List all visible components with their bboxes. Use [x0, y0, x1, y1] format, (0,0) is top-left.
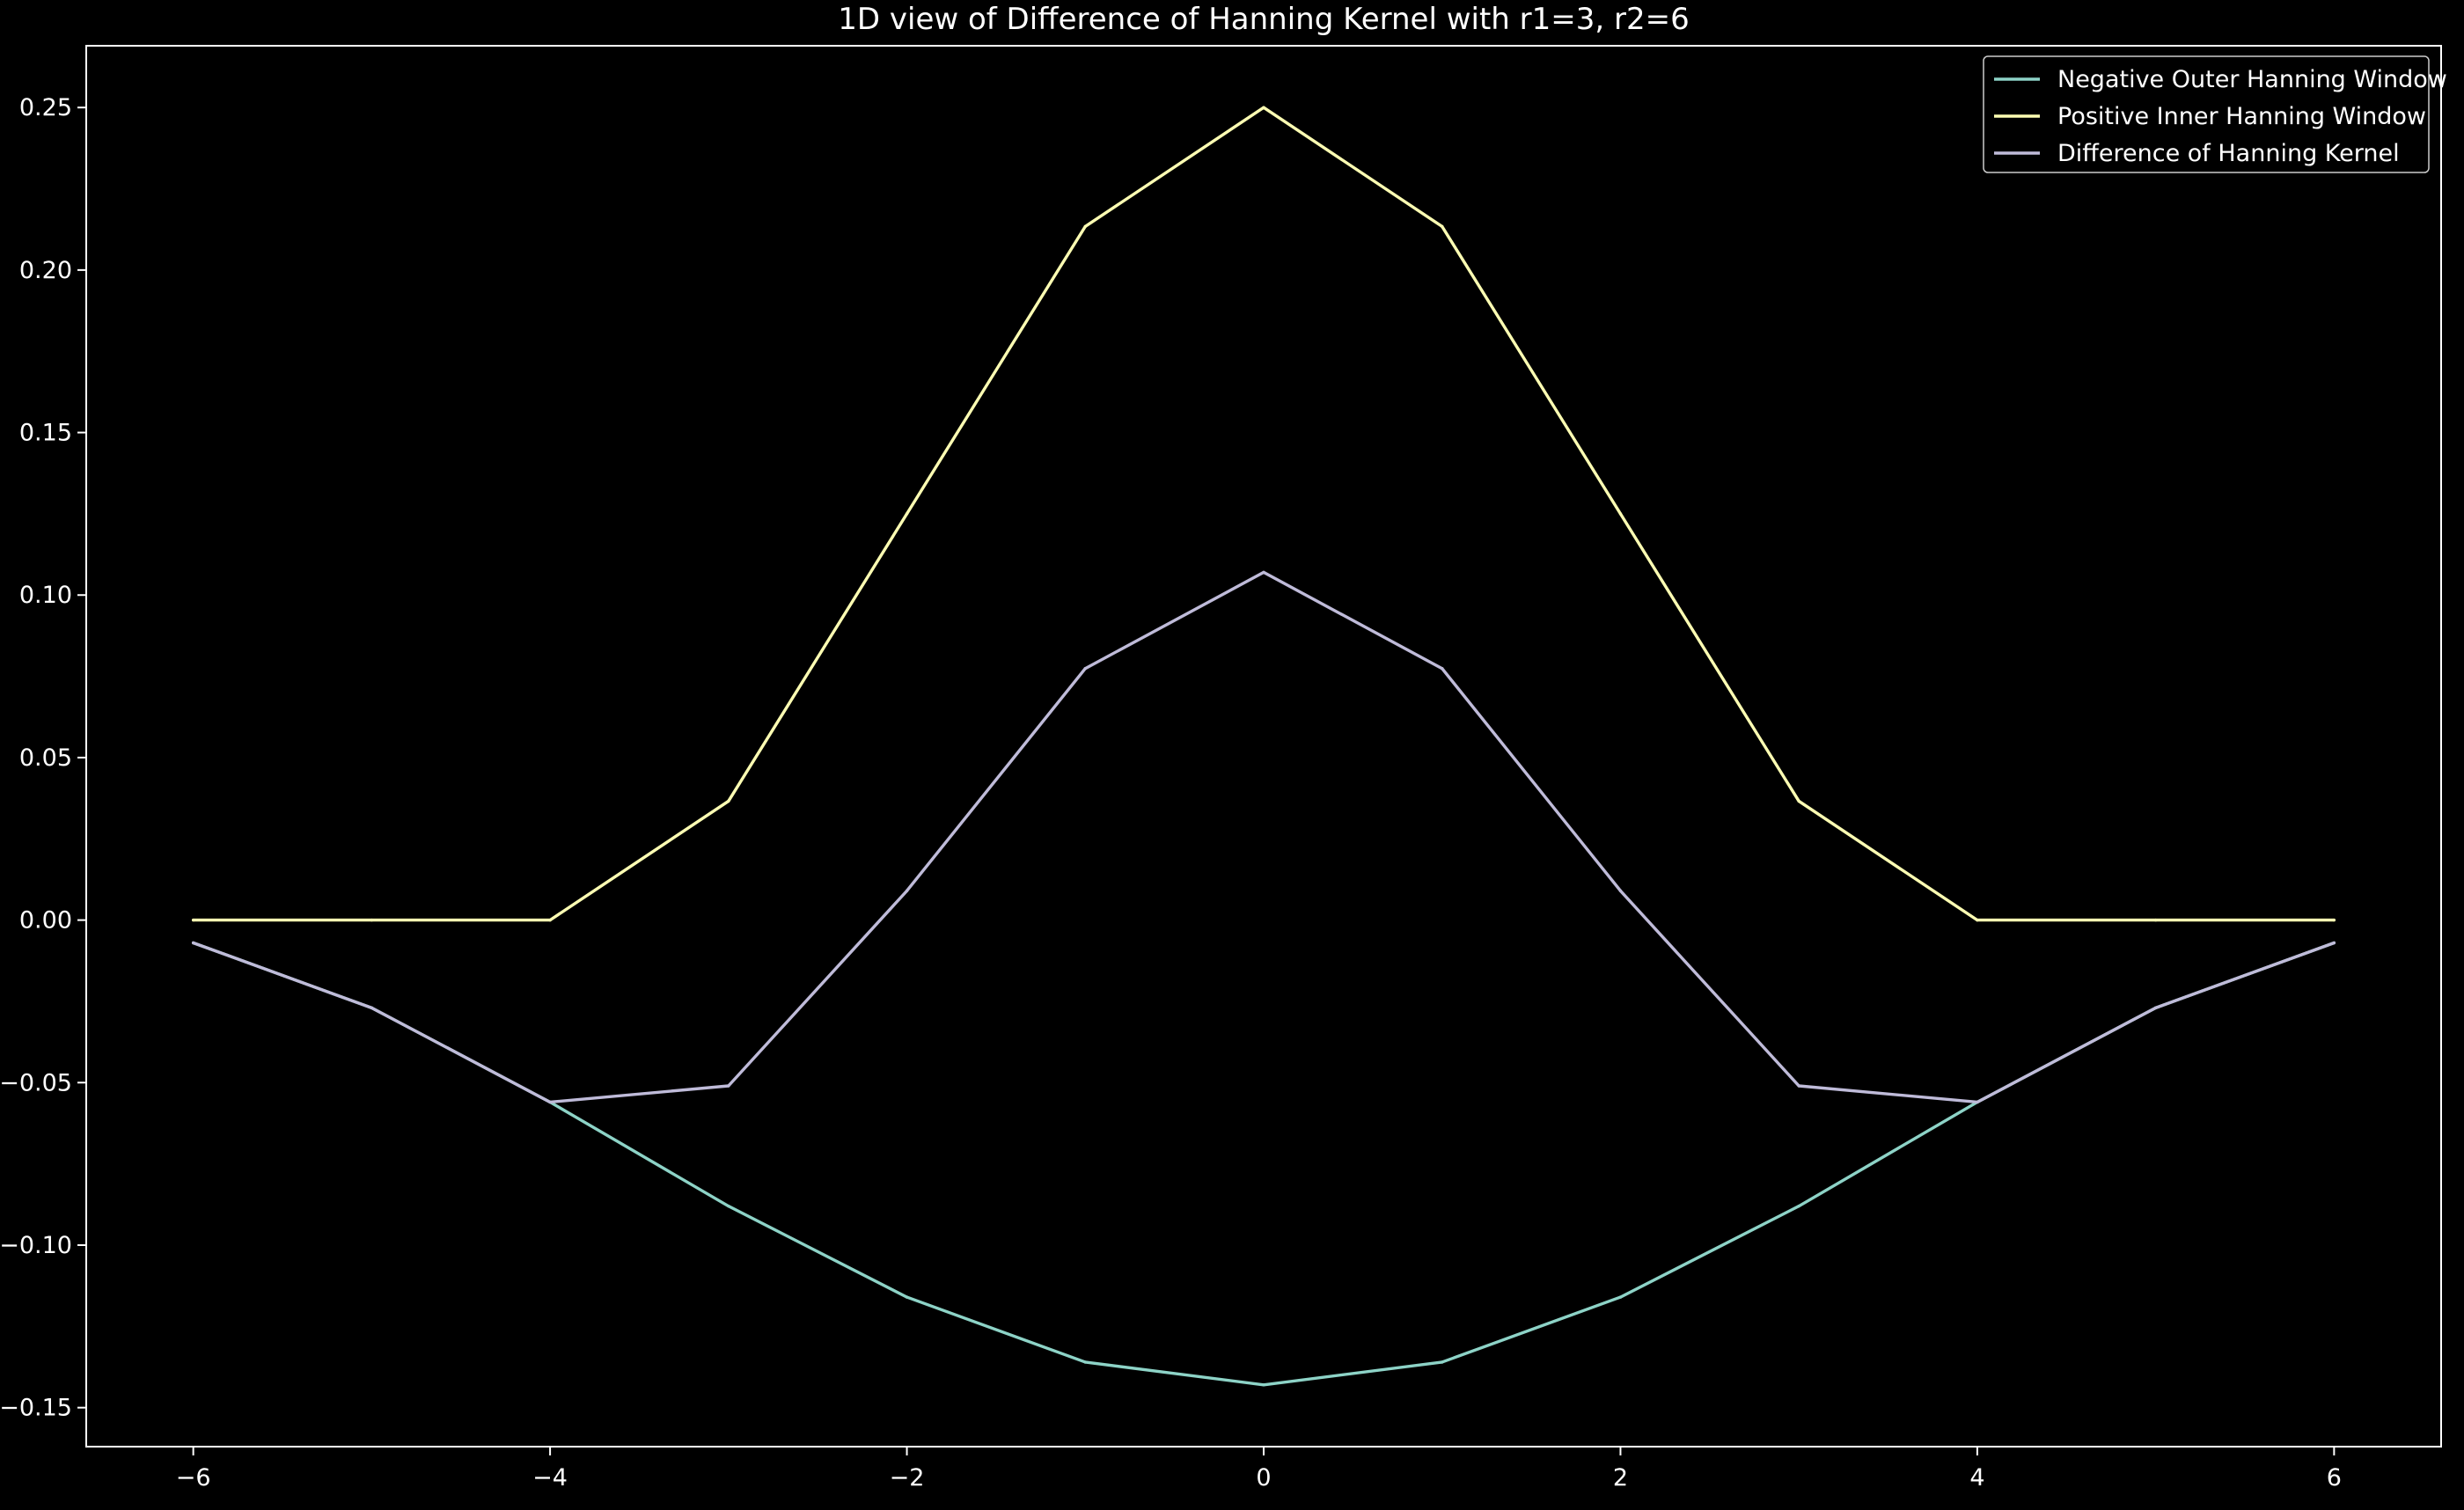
series-0-point: [727, 1204, 730, 1208]
y-tick-label: 0.05: [19, 744, 72, 772]
series-1-point: [1618, 512, 1623, 516]
series-2-point: [727, 1084, 730, 1088]
series-layer: [191, 106, 2336, 1387]
y-tick-label: −0.10: [0, 1232, 72, 1259]
series-1-point: [1976, 918, 1979, 922]
x-tick-label: 4: [1969, 1464, 1984, 1492]
y-tick-label: −0.15: [0, 1395, 72, 1422]
x-axis: −6 −4 −2 0 2 4 6: [176, 1447, 2342, 1492]
series-1-point: [1441, 224, 1444, 229]
x-tick-label: −6: [176, 1464, 211, 1492]
x-tick-label: −4: [532, 1464, 568, 1492]
legend-box: [1983, 55, 2430, 173]
series-1-point: [727, 799, 730, 803]
y-tick-label: 0.20: [19, 257, 72, 284]
series-2-point: [1262, 570, 1265, 575]
y-tick-label: 0.10: [19, 582, 72, 609]
series-0-point: [1083, 1360, 1087, 1364]
series-1-point: [1797, 799, 1800, 803]
series-1-point: [370, 918, 374, 922]
x-tick-label: 2: [1613, 1464, 1628, 1492]
series-2-point: [1083, 667, 1087, 671]
series-2-point: [1441, 667, 1444, 671]
series-2-point: [548, 1100, 552, 1104]
series-1-point: [2153, 918, 2158, 922]
series-2-point: [1618, 889, 1623, 893]
series-2-point: [370, 1006, 374, 1010]
series-1-point: [2332, 918, 2336, 922]
series-1-point: [1262, 106, 1265, 109]
chart-title: 1D view of Difference of Hanning Kernel …: [838, 2, 1690, 37]
x-tick-label: 6: [2327, 1464, 2342, 1492]
series-0-point: [1797, 1204, 1800, 1208]
series-0-point: [1618, 1295, 1623, 1299]
series-0-point: [905, 1295, 909, 1299]
series-1-point: [191, 918, 195, 922]
series-2-point: [191, 941, 195, 945]
series-2-point: [1797, 1084, 1800, 1088]
y-tick-label: 0.00: [19, 907, 72, 935]
y-tick-label: −0.05: [0, 1069, 72, 1096]
series-0-point: [1262, 1383, 1265, 1387]
legend-label: Positive Inner Hanning Window: [2057, 103, 2426, 130]
series-2-point: [2332, 941, 2336, 945]
series-2-point: [1976, 1100, 1979, 1104]
series-0-point: [1441, 1360, 1444, 1364]
series-1-point: [905, 512, 909, 516]
series-1-point: [1083, 224, 1087, 229]
x-tick-label: 0: [1256, 1464, 1271, 1492]
legend-label: Negative Outer Hanning Window: [2057, 66, 2447, 93]
legend-label: Difference of Hanning Kernel: [2057, 140, 2400, 167]
series-1-point: [548, 918, 552, 922]
y-axis: −0.15 −0.10 −0.05 0.00 0.05 0.10 0.15 0.20 0.25: [0, 94, 86, 1422]
series-2-point: [2153, 1006, 2158, 1010]
x-tick-label: −2: [890, 1464, 925, 1492]
series-2-point: [905, 889, 909, 893]
legend: Negative Outer Hanning Window Positive In…: [1983, 55, 2447, 173]
y-tick-label: 0.25: [19, 94, 72, 121]
y-tick-label: 0.15: [19, 420, 72, 447]
